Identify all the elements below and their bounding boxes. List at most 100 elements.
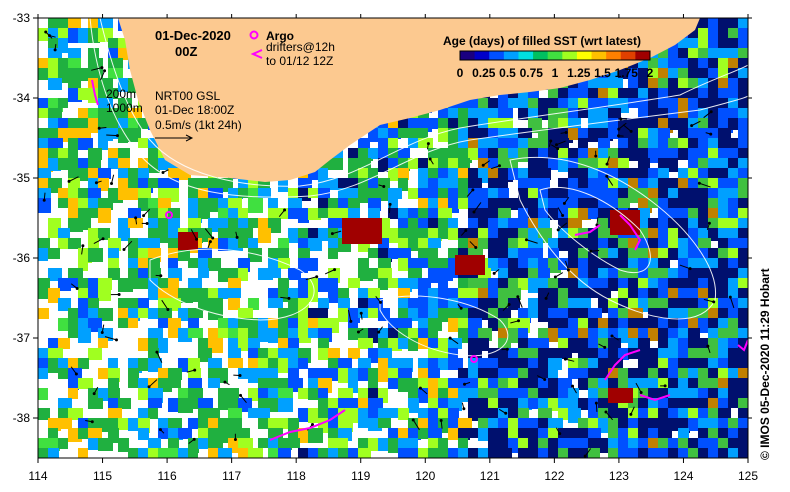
- sst-age-cell: [158, 288, 168, 299]
- sst-age-cell: [148, 378, 159, 393]
- sst-age-cell: [498, 328, 508, 340]
- current-vector-head: [549, 139, 553, 143]
- sst-age-cell: [458, 128, 472, 139]
- sst-age-cell: [88, 418, 98, 429]
- sst-age-cell: [518, 378, 529, 392]
- sst-age-cell: [548, 328, 560, 342]
- sst-age-cell: [708, 18, 723, 28]
- colorbar-swatch: [533, 51, 549, 60]
- sst-age-cell: [308, 308, 320, 319]
- sst-age-cell: [658, 448, 668, 458]
- sst-age-cell: [268, 388, 279, 400]
- sst-age-cell: [638, 318, 651, 330]
- sst-age-cell: [548, 308, 558, 321]
- x-tick-label: 121: [480, 469, 500, 483]
- sst-age-cell: [678, 388, 689, 398]
- sst-age-cell: [648, 288, 659, 303]
- sst-age-cell: [438, 288, 449, 303]
- sst-age-cell: [518, 138, 532, 148]
- sst-age-cell: [578, 238, 590, 251]
- sst-age-cell: [658, 248, 672, 259]
- sst-age-cell: [668, 408, 678, 420]
- sst-age-cell: [128, 268, 142, 279]
- sst-age-cell: [588, 118, 598, 128]
- sst-age-cell: [448, 198, 459, 213]
- vector-scale-label: 0.5m/s (1kt 24h): [155, 118, 242, 132]
- sst-age-cell: [108, 258, 119, 269]
- sst-age-cell: [428, 398, 438, 413]
- sst-age-cell: [388, 438, 400, 453]
- sst-age-cell: [728, 188, 741, 198]
- sst-age-cell: [478, 208, 488, 220]
- sst-age-cell: [368, 148, 379, 159]
- sst-age-cell: [718, 78, 730, 91]
- sst-age-cell: [378, 368, 391, 382]
- sst-age-cell: [738, 408, 748, 419]
- colorbar: [459, 50, 651, 61]
- sst-age-cell: [588, 148, 598, 161]
- sst-age-cell: [738, 398, 748, 409]
- sst-age-cell: [738, 58, 748, 71]
- sst-age-cell: [398, 438, 410, 449]
- sst-age-cell: [618, 368, 630, 379]
- sst-age-cell: [248, 218, 258, 228]
- sst-age-cell: [608, 388, 633, 403]
- sst-age-cell: [298, 238, 309, 253]
- sst-age-cell: [328, 278, 338, 292]
- sst-age-cell: [538, 258, 553, 269]
- sst-age-cell: [438, 258, 449, 271]
- current-vector: [679, 264, 691, 270]
- sst-age-cell: [168, 298, 181, 311]
- sst-age-cell: [48, 38, 58, 51]
- sst-age-cell: [278, 338, 289, 350]
- sst-age-cell: [508, 198, 520, 210]
- sst-age-cell: [98, 198, 113, 210]
- sst-age-cell: [238, 368, 249, 379]
- sst-age-cell: [298, 428, 309, 443]
- sst-age-cell: [278, 358, 289, 373]
- sst-age-cell: [208, 258, 221, 271]
- sst-age-cell: [628, 378, 641, 391]
- sst-age-cell: [378, 268, 392, 280]
- sst-age-cell: [228, 298, 240, 310]
- sst-age-cell: [408, 128, 421, 139]
- sst-age-cell: [628, 78, 640, 88]
- sst-age-cell: [368, 128, 380, 142]
- sst-age-cell: [428, 188, 441, 200]
- sst-age-cell: [378, 188, 390, 201]
- sst-age-cell: [38, 248, 48, 261]
- current-vector-head: [116, 134, 120, 138]
- sst-age-cell: [298, 388, 310, 399]
- sst-age-cell: [58, 318, 68, 331]
- sst-age-cell: [638, 388, 649, 398]
- sst-age-cell: [528, 268, 538, 280]
- sst-age-cell: [658, 158, 673, 169]
- sst-age-cell: [48, 218, 61, 228]
- sst-age-cell: [368, 328, 379, 343]
- sst-age-cell: [118, 148, 130, 159]
- sst-age-cell: [68, 318, 80, 330]
- sst-age-cell: [98, 278, 112, 290]
- sst-age-cell: [738, 18, 748, 33]
- sst-age-cell: [188, 288, 200, 302]
- sst-age-cell: [318, 198, 328, 208]
- sst-age-cell: [138, 168, 149, 183]
- sst-age-cell: [578, 248, 591, 260]
- sst-age-cell: [328, 448, 340, 458]
- sst-age-cell: [278, 238, 289, 248]
- sst-age-cell: [168, 218, 180, 231]
- sst-age-cell: [598, 108, 611, 119]
- sst-age-cell: [378, 238, 389, 252]
- sst-age-cell: [308, 448, 320, 458]
- sst-age-cell: [598, 278, 612, 288]
- sst-age-cell: [548, 158, 560, 170]
- sst-age-cell: [728, 38, 740, 48]
- sst-age-cell: [338, 298, 350, 310]
- sst-age-cell: [128, 208, 141, 220]
- sst-age-cell: [708, 338, 720, 349]
- sst-age-cell: [658, 348, 668, 359]
- current-vector-head: [97, 126, 101, 130]
- sst-age-cell: [618, 428, 629, 438]
- sst-age-cell: [498, 388, 508, 399]
- sst-age-cell: [308, 258, 318, 271]
